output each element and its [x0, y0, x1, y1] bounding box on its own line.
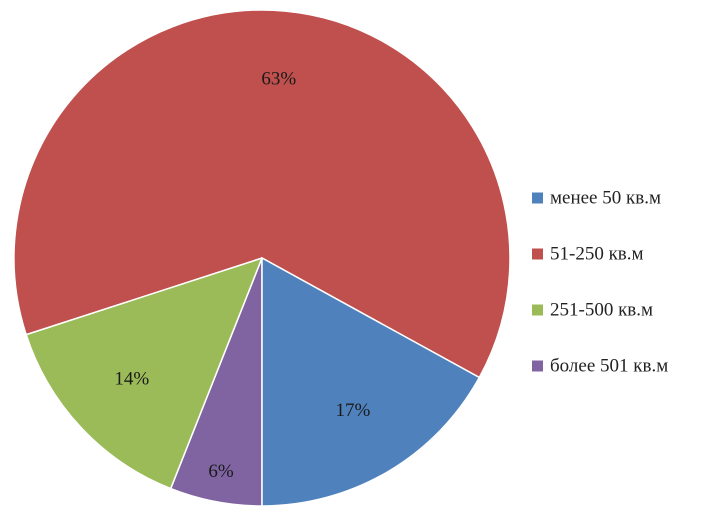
legend-swatch: [532, 360, 543, 372]
legend: менее 50 кв.м 51-250 кв.м 251-500 кв.м боле…: [532, 187, 668, 376]
legend-swatch: [532, 248, 543, 260]
data-label: 6%: [208, 461, 234, 482]
legend-label: 251-500 кв.м: [550, 299, 653, 320]
pie-slice: [261, 256, 481, 506]
data-label: 63%: [261, 69, 296, 90]
data-label: 17%: [335, 400, 370, 421]
pie-slice: [13, 9, 511, 379]
legend-swatch: [532, 192, 543, 204]
legend-item: 51-250 кв.м: [532, 243, 644, 264]
legend-label: 51-250 кв.м: [550, 243, 644, 264]
data-label: 14%: [114, 369, 149, 390]
legend-item: 251-500 кв.м: [532, 299, 653, 320]
legend-item: менее 50 кв.м: [532, 187, 661, 208]
legend-item: более 501 кв.м: [532, 355, 668, 376]
legend-label: менее 50 кв.м: [550, 187, 661, 208]
legend-label: более 501 кв.м: [550, 355, 668, 376]
legend-swatch: [532, 304, 543, 316]
pie-data-labels: 6% 14% 63% 17%: [114, 69, 370, 482]
pie-slices: [13, 9, 511, 506]
